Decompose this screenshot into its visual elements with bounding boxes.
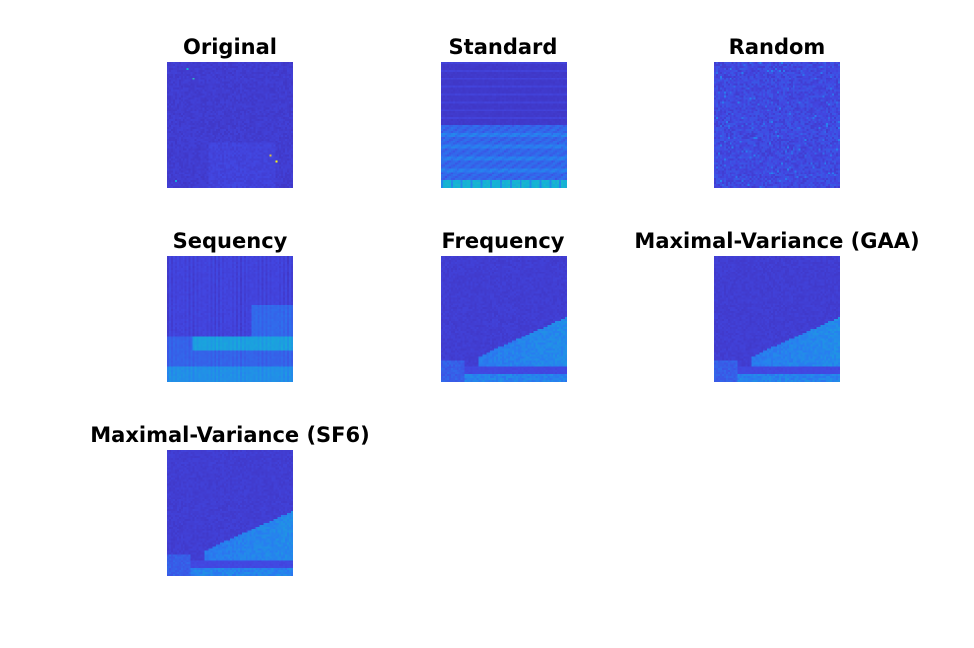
heatmap-maxvar-gaa (714, 256, 840, 382)
panel-title-frequency: Frequency (441, 229, 565, 253)
heatmap-sequency (167, 256, 293, 382)
panel-title-random: Random (728, 35, 826, 59)
panel-title-maxvar-sf6: Maximal-Variance (SF6) (90, 423, 370, 447)
panel-title-standard: Standard (448, 35, 558, 59)
heatmap-frequency (441, 256, 567, 382)
heatmap-original (167, 62, 293, 188)
heatmap-standard (441, 62, 567, 188)
heatmap-maxvar-sf6 (167, 450, 293, 576)
panel-title-maxvar-gaa: Maximal-Variance (GAA) (634, 229, 920, 253)
heatmap-random (714, 62, 840, 188)
panel-title-sequency: Sequency (172, 229, 288, 253)
panel-title-original: Original (183, 35, 277, 59)
